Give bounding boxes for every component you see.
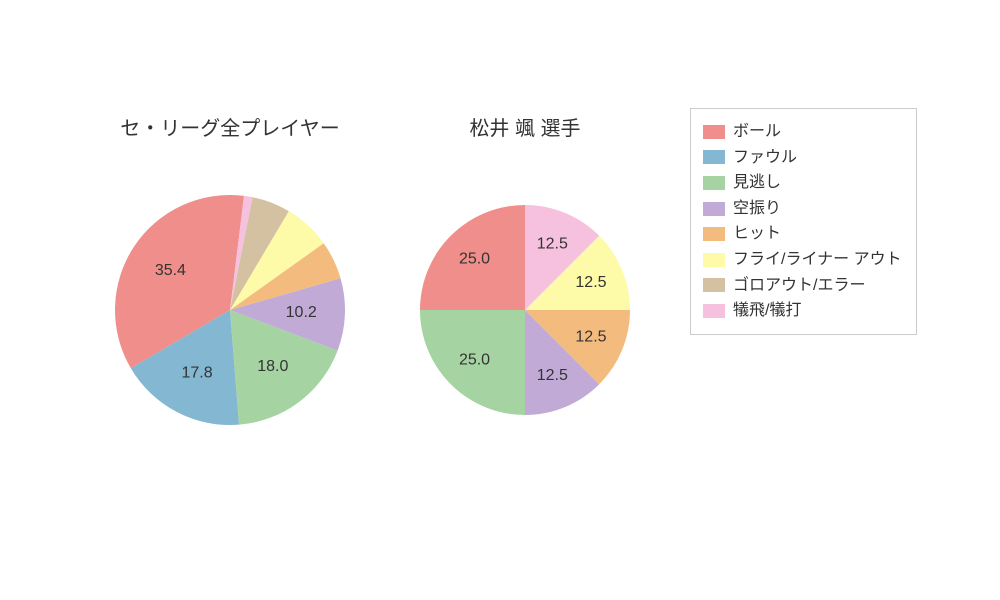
legend-label-ball: ボール — [733, 119, 781, 145]
legend-item-ground_out: ゴロアウト/エラー — [703, 273, 902, 299]
pie-label-foul: 17.8 — [181, 364, 212, 381]
legend-item-foul: ファウル — [703, 145, 902, 171]
pie-label-swinging: 10.2 — [286, 304, 317, 321]
pie-label-hit: 12.5 — [575, 329, 606, 346]
legend-label-fly_out: フライ/ライナー アウト — [733, 247, 902, 273]
legend-item-fly_out: フライ/ライナー アウト — [703, 247, 902, 273]
legend-swatch-looking — [703, 176, 725, 190]
pie-label-sac: 12.5 — [537, 235, 568, 252]
chart-stage: セ・リーグ全プレイヤー 松井 颯 選手 35.4 17.8 18.0 10.2 25.… — [0, 0, 1000, 600]
legend-swatch-fly_out — [703, 253, 725, 267]
pie-label-swinging: 12.5 — [537, 367, 568, 384]
legend-label-sac: 犠飛/犠打 — [733, 298, 801, 324]
legend-label-looking: 見逃し — [733, 170, 781, 196]
legend-label-foul: ファウル — [733, 145, 797, 171]
legend-swatch-ball — [703, 125, 725, 139]
legend-item-hit: ヒット — [703, 221, 902, 247]
pie-label-ball: 25.0 — [459, 251, 490, 268]
legend-item-looking: 見逃し — [703, 170, 902, 196]
legend: ボールファウル見逃し空振りヒットフライ/ライナー アウトゴロアウト/エラー犠飛/… — [690, 108, 917, 335]
pie-label-ball: 35.4 — [155, 262, 186, 279]
legend-item-sac: 犠飛/犠打 — [703, 298, 902, 324]
pie-chart-player: 25.0 25.0 12.5 12.5 12.5 12.5 — [416, 201, 634, 424]
legend-label-swinging: 空振り — [733, 196, 781, 222]
pie-chart-league: 35.4 17.8 18.0 10.2 — [111, 191, 349, 434]
legend-swatch-swinging — [703, 202, 725, 216]
pie-svg-player: 25.0 25.0 12.5 12.5 12.5 12.5 — [416, 201, 634, 419]
pie-label-looking: 25.0 — [459, 352, 490, 369]
legend-swatch-foul — [703, 150, 725, 164]
pie-label-looking: 18.0 — [257, 358, 288, 375]
pie-label-fly_out: 12.5 — [575, 274, 606, 291]
legend-item-swinging: 空振り — [703, 196, 902, 222]
legend-swatch-hit — [703, 227, 725, 241]
legend-swatch-sac — [703, 304, 725, 318]
chart-title-player: 松井 颯 選手 — [395, 112, 655, 141]
pie-svg-league: 35.4 17.8 18.0 10.2 — [111, 191, 349, 429]
legend-swatch-ground_out — [703, 278, 725, 292]
legend-label-ground_out: ゴロアウト/エラー — [733, 273, 865, 299]
chart-title-league: セ・リーグ全プレイヤー — [100, 112, 360, 141]
legend-item-ball: ボール — [703, 119, 902, 145]
legend-label-hit: ヒット — [733, 221, 781, 247]
